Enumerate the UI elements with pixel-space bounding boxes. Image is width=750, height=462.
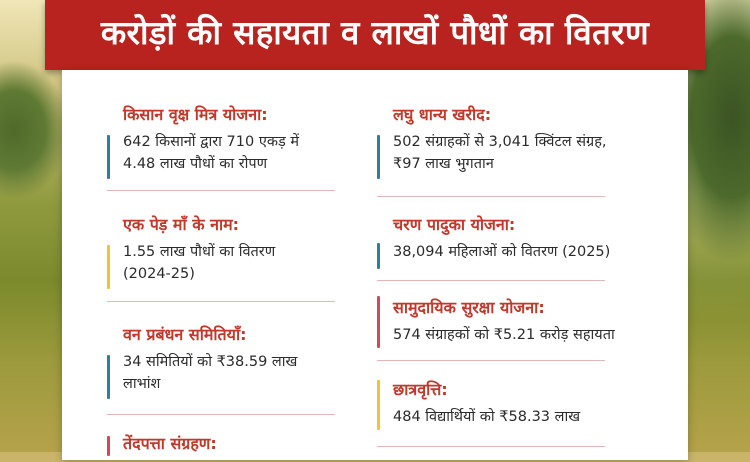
accent-bar (107, 245, 110, 289)
divider (107, 301, 335, 302)
info-item-samudayik-suraksha: सामुदायिक सुरक्षा योजना: 574 संग्राहकों … (377, 296, 627, 356)
info-item-chhatravritti: छात्रवृत्ति: 484 विद्यार्थियों को ₹58.33… (377, 378, 627, 438)
accent-bar (107, 436, 110, 456)
item-body-line: 484 विद्यार्थियों को ₹58.33 लाख (393, 409, 581, 425)
accent-bar (377, 296, 380, 348)
item-title: छात्रवृत्ति: (393, 380, 448, 399)
accent-bar (377, 380, 380, 430)
item-body-line: 38,094 महिलाओं को वितरण (2025) (393, 244, 611, 260)
item-body-line: 34 समितियों को ₹38.59 लाख (123, 354, 298, 370)
item-title: सामुदायिक सुरक्षा योजना: (393, 298, 545, 317)
item-body-line: 502 संग्राहकों से 3,041 क्विंटल संग्रह, (393, 134, 607, 150)
item-body-line: लाभांश (123, 376, 161, 392)
item-title: चरण पादुका योजना: (393, 215, 516, 234)
item-title: किसान वृक्ष मित्र योजना: (123, 105, 268, 124)
item-body: 38,094 महिलाओं को वितरण (2025) (393, 241, 633, 263)
divider (107, 414, 335, 415)
item-body: 574 संग्राहकों को ₹5.21 करोड़ सहायता (393, 324, 633, 346)
info-item-ek-ped: एक पेड़ माँ के नाम: 1.55 लाख पौधों का वि… (107, 213, 357, 293)
tree-foliage-left (0, 60, 70, 200)
accent-bar (377, 243, 380, 269)
divider (377, 280, 605, 281)
item-body-line: 4.48 लाख पौधों का रोपण (123, 156, 268, 172)
info-card: किसान वृक्ष मित्र योजना: 642 किसानों द्व… (62, 70, 688, 460)
item-title: लघु धान्य खरीद: (393, 105, 492, 124)
info-item-charan-paduka: चरण पादुका योजना: 38,094 महिलाओं को वितर… (377, 213, 627, 273)
info-item-tendupatta: तेंदपत्ता संग्रहण: (107, 432, 357, 462)
item-body: 642 किसानों द्वारा 710 एकड़ में 4.48 लाख… (123, 131, 363, 175)
accent-bar (107, 355, 110, 399)
divider (377, 360, 605, 361)
page-title: करोड़ों की सहायता व लाखों पौधों का वितरण (100, 12, 650, 52)
title-banner: करोड़ों की सहायता व लाखों पौधों का वितरण (45, 0, 705, 70)
divider (377, 446, 605, 447)
item-body: 1.55 लाख पौधों का वितरण (2024-25) (123, 241, 363, 285)
item-body-line: 1.55 लाख पौधों का वितरण (123, 244, 276, 260)
item-title: वन प्रबंधन समितियाँ: (123, 325, 247, 344)
divider (377, 196, 605, 197)
item-title: तेंदपत्ता संग्रहण: (123, 434, 217, 453)
divider (107, 190, 335, 191)
info-item-laghu-dhanya: लघु धान्य खरीद: 502 संग्राहकों से 3,041 … (377, 103, 627, 183)
accent-bar (377, 135, 380, 179)
info-item-kisan-vriksh-mitra: किसान वृक्ष मित्र योजना: 642 किसानों द्व… (107, 103, 357, 183)
item-title: एक पेड़ माँ के नाम: (123, 215, 240, 234)
item-body-line: 642 किसानों द्वारा 710 एकड़ में (123, 134, 300, 150)
info-item-van-prabandhan: वन प्रबंधन समितियाँ: 34 समितियों को ₹38.… (107, 323, 357, 403)
item-body: 34 समितियों को ₹38.59 लाख लाभांश (123, 351, 363, 395)
item-body: 484 विद्यार्थियों को ₹58.33 लाख (393, 406, 633, 428)
accent-bar (107, 135, 110, 179)
item-body-line: 574 संग्राहकों को ₹5.21 करोड़ सहायता (393, 327, 615, 343)
item-body: 502 संग्राहकों से 3,041 क्विंटल संग्रह, … (393, 131, 633, 175)
item-body-line: (2024-25) (123, 266, 195, 282)
item-body-line: ₹97 लाख भुगतान (393, 156, 494, 172)
